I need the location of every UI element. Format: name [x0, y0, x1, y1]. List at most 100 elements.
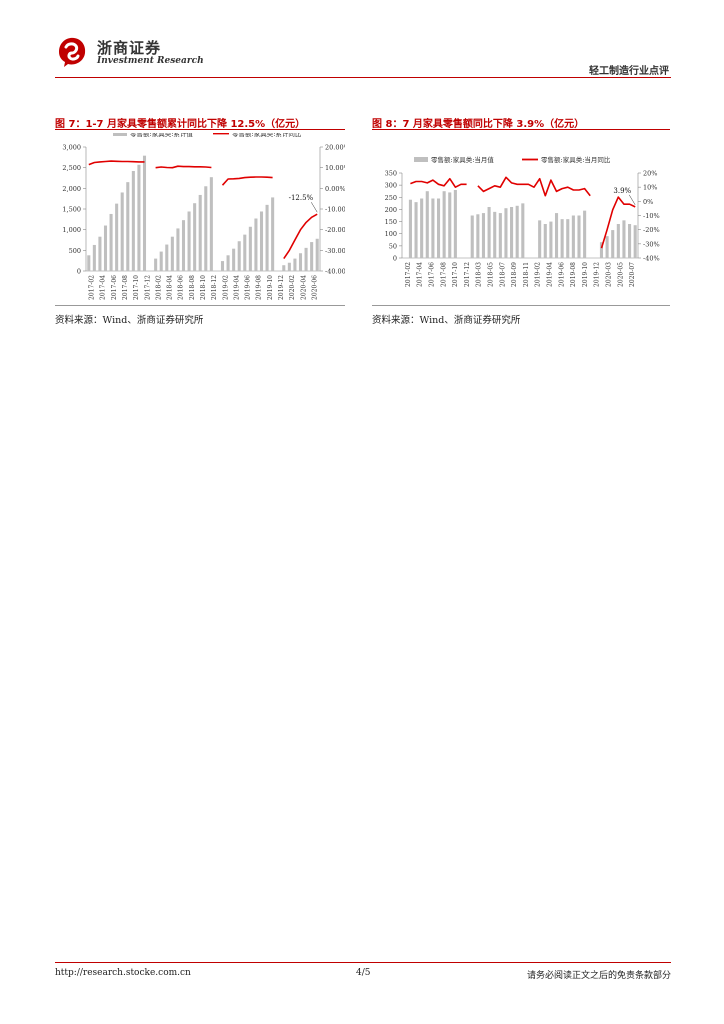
chart8-x-tick-label: 2019-08 — [570, 262, 577, 287]
chart7-bar — [159, 251, 163, 271]
figure-7-chart: 0 500 1,000 1,500 2,000 2,500 3,000 -40.00% -30.… — [62, 133, 345, 300]
chart8-left-tick-label: 250 — [385, 194, 397, 202]
chart8-x-tick-label: 2019-12 — [594, 262, 601, 287]
chart8-annotation-leader — [628, 194, 636, 205]
footer-disclaimer: 请务必阅读正文之后的免责条款部分 — [526, 971, 671, 981]
chart8-bar — [628, 224, 632, 258]
chart7-bar — [193, 203, 197, 271]
chart7-bar — [165, 244, 169, 271]
chart7-bar — [220, 261, 225, 271]
page-number: 4/5 — [356, 968, 371, 978]
chart7-bar — [103, 225, 108, 271]
company-name-en: Investment Research — [97, 56, 204, 66]
chart7-bar — [287, 262, 291, 271]
chart8-bar — [448, 192, 452, 258]
chart8-bar — [420, 198, 424, 258]
chart8-x-tick-label: 2018-09 — [511, 262, 518, 287]
chart7-bar — [315, 238, 319, 271]
chart8-bar — [549, 221, 553, 258]
chart7-legend-bar-swatch — [113, 133, 127, 136]
chart7-bar — [282, 265, 286, 271]
chart8-bar — [431, 198, 435, 258]
chart7-x-tick-label: 2018-10 — [200, 275, 207, 300]
chart8-right-tick-label: -10% — [643, 212, 660, 220]
chart8-bar — [470, 215, 474, 258]
chart7-right-tick-label: 0.00% — [325, 185, 345, 193]
chart8-bar — [616, 224, 620, 258]
chart8-bar — [554, 213, 559, 258]
chart8-bar — [622, 220, 626, 258]
chart7-x-tick-label: 2019-10 — [267, 275, 274, 300]
chart8-bar — [599, 242, 604, 258]
company-logo-icon — [59, 37, 86, 67]
chart8-bar — [481, 213, 486, 258]
chart7-bar — [226, 255, 230, 271]
chart7-bar — [310, 242, 314, 271]
chart8-bar — [543, 224, 547, 258]
chart7-bar — [204, 186, 208, 271]
chart7-bar — [181, 220, 186, 271]
chart7-right-tick-label: -20.00% — [325, 226, 345, 234]
figure-8-rule — [372, 129, 670, 130]
chart8-bar — [515, 205, 519, 258]
chart7-bar — [98, 236, 102, 271]
chart8-bar — [487, 207, 491, 258]
chart8-right-tick-label: 20% — [643, 170, 657, 178]
chart7-bar — [198, 194, 202, 271]
chart8-right-tick-label: -20% — [643, 226, 660, 234]
figure-7-rule — [55, 129, 345, 130]
chart8-bar — [633, 225, 637, 258]
chart7-x-tick-label: 2019-06 — [245, 275, 252, 300]
chart8-x-tick-label: 2020-03 — [606, 262, 613, 287]
figure-8-source-rule — [372, 305, 670, 306]
chart7-left-tick-label: 2,500 — [62, 164, 81, 172]
chart7-left-tick-label: 500 — [69, 247, 81, 255]
chart7-x-tick-label: 2018-04 — [167, 275, 174, 300]
chart7-left-tick-label: 0 — [77, 268, 81, 276]
chart7-bar — [115, 203, 119, 271]
chart8-annotation: 3.9% — [613, 187, 631, 195]
chart8-x-tick-label: 2017-06 — [429, 262, 436, 287]
figure-7-title: 图 7：1-7 月家具零售额累计同比下降 12.5%（亿元） — [55, 119, 306, 130]
chart7-legend-bar-label: 零售额:家具类:累计值 — [130, 133, 193, 138]
chart7-bar — [243, 234, 247, 271]
chart7-x-tick-label: 2017-08 — [122, 275, 129, 300]
chart8-bar — [504, 208, 508, 258]
chart7-bar — [293, 258, 297, 271]
chart7-x-tick-label: 2019-02 — [222, 275, 229, 300]
chart8-bar — [425, 191, 429, 258]
chart8-legend-bar-swatch — [414, 157, 428, 162]
chart7-x-tick-label: 2020-02 — [289, 275, 296, 300]
page-header: 浙商证券 Investment Research 轻工制造行业点评 — [55, 34, 671, 78]
chart7-x-tick-label: 2018-12 — [211, 275, 218, 300]
footer-url[interactable]: http://research.stocke.com.cn — [55, 968, 191, 978]
company-name-cn: 浙商证券 — [97, 39, 162, 57]
chart8-bar — [442, 191, 446, 258]
chart7-annotation: -12.5% — [289, 194, 314, 202]
chart8-bar — [538, 220, 542, 258]
chart8-left-tick-label: 50 — [389, 242, 397, 250]
chart8-bar — [476, 214, 480, 258]
chart8-right-tick-label: -40% — [643, 255, 660, 263]
chart7-bar — [109, 213, 113, 271]
chart8-left-tick-label: 300 — [385, 182, 397, 190]
chart8-left-tick-label: 200 — [385, 206, 397, 214]
chart8-legend-bar-label: 零售额:家具类:当月值 — [431, 155, 494, 164]
chart8-bar — [583, 210, 587, 258]
chart7-right-tick-label: -40.00% — [325, 268, 345, 276]
chart8-x-tick-label: 2017-02 — [405, 262, 412, 287]
chart8-bar — [493, 211, 497, 258]
figure-8-title: 图 8：7 月家具零售额同比下降 3.9%（亿元） — [372, 119, 585, 130]
chart7-bar — [265, 204, 269, 271]
chart8-x-tick-label: 2018-11 — [523, 262, 530, 287]
chart8-bar — [571, 215, 575, 258]
chart8-left-tick-label: 100 — [385, 230, 397, 238]
chart7-bar — [131, 170, 135, 271]
chart7-bar — [232, 248, 236, 271]
chart7-right-tick-label: -10.00% — [325, 206, 345, 214]
chart7-x-tick-label: 2017-12 — [144, 275, 151, 300]
chart7-line-series — [88, 160, 318, 260]
chart7-left-tick-label: 2,000 — [62, 185, 81, 193]
chart8-line-series — [410, 176, 636, 249]
chart8-x-tick-label: 2020-07 — [629, 262, 636, 287]
